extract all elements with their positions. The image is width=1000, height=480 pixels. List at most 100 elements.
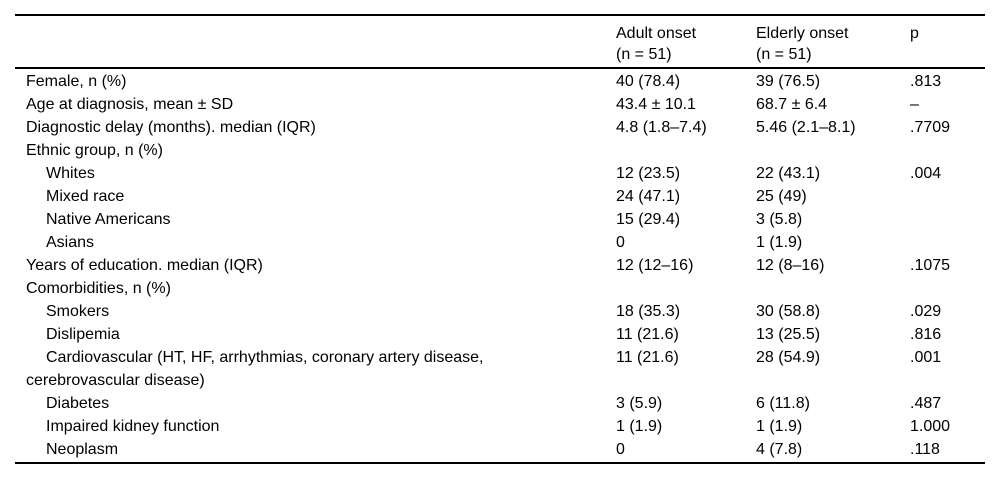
row-label-cell: Diagnostic delay (months). median (IQR) (15, 116, 616, 139)
table-row: Cardiovascular (HT, HF, arrhythmias, cor… (15, 346, 985, 392)
header-adult-line2: (n = 51) (616, 46, 672, 63)
header-p-cell: p (910, 25, 919, 42)
adult-value-cell: 12 (12–16) (616, 257, 694, 274)
p-value-cell: .813 (910, 73, 942, 90)
row-label-line1: Asians (46, 234, 95, 251)
header-elderly-line1: Elderly onset (756, 25, 849, 42)
adult-value-cell: 11 (21.6) (616, 326, 679, 343)
table-bottom-rule (15, 462, 985, 464)
row-label-cell: Ethnic group, n (%) (15, 139, 616, 162)
table-header-row: Adult onset (n = 51) Elderly onset (n = … (15, 23, 985, 65)
elderly-value-cell (756, 277, 910, 300)
adult-value-cell: 1 (1.9) (616, 418, 663, 435)
p-value-cell: .487 (910, 395, 942, 412)
table-row: Diagnostic delay (months). median (IQR) … (15, 116, 985, 139)
elderly-value-cell: 1 (1.9) (756, 234, 803, 251)
adult-value-cell: 11 (21.6) (616, 349, 679, 366)
row-label-cell: Smokers (15, 300, 616, 323)
elderly-value-cell: 25 (49) (756, 188, 807, 205)
adult-value-cell: 15 (29.4) (616, 211, 681, 228)
adult-value-cell: 18 (35.3) (616, 303, 681, 320)
elderly-value-cell: 6 (11.8) (756, 395, 810, 412)
elderly-value-cell: 22 (43.1) (756, 165, 821, 182)
row-label-line1: Ethnic group, n (%) (26, 142, 163, 159)
elderly-value-cell: 1 (1.9) (756, 418, 803, 435)
elderly-value-cell: 39 (76.5) (756, 73, 821, 90)
row-label-line1: Diabetes (46, 395, 110, 412)
table-row: Age at diagnosis, mean ± SD 43.4 ± 10.1 … (15, 93, 985, 116)
table-row: Smokers 18 (35.3) 30 (58.8) .029 (15, 300, 985, 323)
table-header-rule (15, 67, 985, 69)
p-value-cell: .816 (910, 326, 942, 343)
row-label-cell: Mixed race (15, 185, 616, 208)
p-value-cell (910, 231, 985, 254)
elderly-value-cell: 4 (7.8) (756, 441, 803, 458)
row-label-line1: Diagnostic delay (months). median (IQR) (26, 119, 316, 136)
header-elderly-line2: (n = 51) (756, 46, 812, 63)
row-label-cell: Cardiovascular (HT, HF, arrhythmias, cor… (15, 346, 616, 392)
table-row: Ethnic group, n (%) (15, 139, 985, 162)
row-label-line1: Age at diagnosis, mean ± SD (26, 96, 234, 113)
adult-value-cell: 0 (616, 234, 625, 251)
header-elderly-onset-cell: Elderly onset (n = 51) (756, 23, 910, 65)
p-value-cell: .1075 (910, 257, 951, 274)
adult-value-cell: 4.8 (1.8–7.4) (616, 119, 707, 136)
row-label-cell: Impaired kidney function (15, 415, 616, 438)
row-label-cell: Native Americans (15, 208, 616, 231)
elderly-value-cell: 12 (8–16) (756, 257, 825, 274)
elderly-value-cell: 3 (5.8) (756, 211, 803, 228)
adult-value-cell: 24 (47.1) (616, 188, 681, 205)
row-label-cell: Female, n (%) (15, 70, 616, 93)
row-label-line1: Cardiovascular (HT, HF, arrhythmias, cor… (46, 349, 484, 366)
table-row: Impaired kidney function 1 (1.9) 1 (1.9)… (15, 415, 985, 438)
p-value-cell (910, 208, 985, 231)
row-label-cell: Neoplasm (15, 438, 616, 461)
header-adult-line1: Adult onset (616, 25, 697, 42)
row-label-line1: Female, n (%) (26, 73, 127, 90)
row-label-line1: Comorbidities, n (%) (26, 280, 171, 297)
p-value-cell (910, 185, 985, 208)
p-value-cell: 1.000 (910, 418, 951, 435)
elderly-value-cell: 28 (54.9) (756, 349, 821, 366)
table-body: Female, n (%) 40 (78.4) 39 (76.5) .813 A… (15, 70, 985, 461)
row-label-line1: Whites (46, 165, 95, 182)
p-value-cell: .7709 (910, 119, 951, 136)
p-value-cell: .004 (910, 165, 942, 182)
row-label-line2: cerebrovascular disease) (26, 372, 205, 389)
row-label-line1: Years of education. median (IQR) (26, 257, 263, 274)
row-label-cell: Age at diagnosis, mean ± SD (15, 93, 616, 116)
adult-value-cell: 0 (616, 441, 625, 458)
p-value-cell: – (910, 96, 919, 113)
adult-value-cell: 40 (78.4) (616, 73, 681, 90)
header-empty-cell (15, 23, 616, 65)
elderly-value-cell: 13 (25.5) (756, 326, 821, 343)
p-value-cell (910, 277, 985, 300)
table-row: Asians 0 1 (1.9) (15, 231, 985, 254)
row-label-line1: Dislipemia (46, 326, 120, 343)
table-row: Mixed race 24 (47.1) 25 (49) (15, 185, 985, 208)
elderly-value-cell: 5.46 (2.1–8.1) (756, 119, 856, 136)
row-label-line1: Native Americans (46, 211, 171, 228)
header-adult-onset-cell: Adult onset (n = 51) (616, 23, 756, 65)
table-row: Dislipemia 11 (21.6) 13 (25.5) .816 (15, 323, 985, 346)
p-value-cell (910, 139, 985, 162)
adult-value-cell (616, 277, 756, 300)
table-row: Diabetes 3 (5.9) 6 (11.8) .487 (15, 392, 985, 415)
elderly-value-cell (756, 139, 910, 162)
table-row: Female, n (%) 40 (78.4) 39 (76.5) .813 (15, 70, 985, 93)
row-label-line1: Neoplasm (46, 441, 119, 458)
adult-value-cell (616, 139, 756, 162)
table-row: Native Americans 15 (29.4) 3 (5.8) (15, 208, 985, 231)
elderly-value-cell: 30 (58.8) (756, 303, 821, 320)
row-label-line1: Mixed race (46, 188, 125, 205)
adult-value-cell: 3 (5.9) (616, 395, 663, 412)
row-label-cell: Dislipemia (15, 323, 616, 346)
row-label-cell: Comorbidities, n (%) (15, 277, 616, 300)
table-row: Whites 12 (23.5) 22 (43.1) .004 (15, 162, 985, 185)
row-label-line1: Impaired kidney function (46, 418, 220, 435)
row-label-cell: Asians (15, 231, 616, 254)
table-top-rule (15, 14, 985, 16)
table-row: Neoplasm 0 4 (7.8) .118 (15, 438, 985, 461)
row-label-cell: Years of education. median (IQR) (15, 254, 616, 277)
